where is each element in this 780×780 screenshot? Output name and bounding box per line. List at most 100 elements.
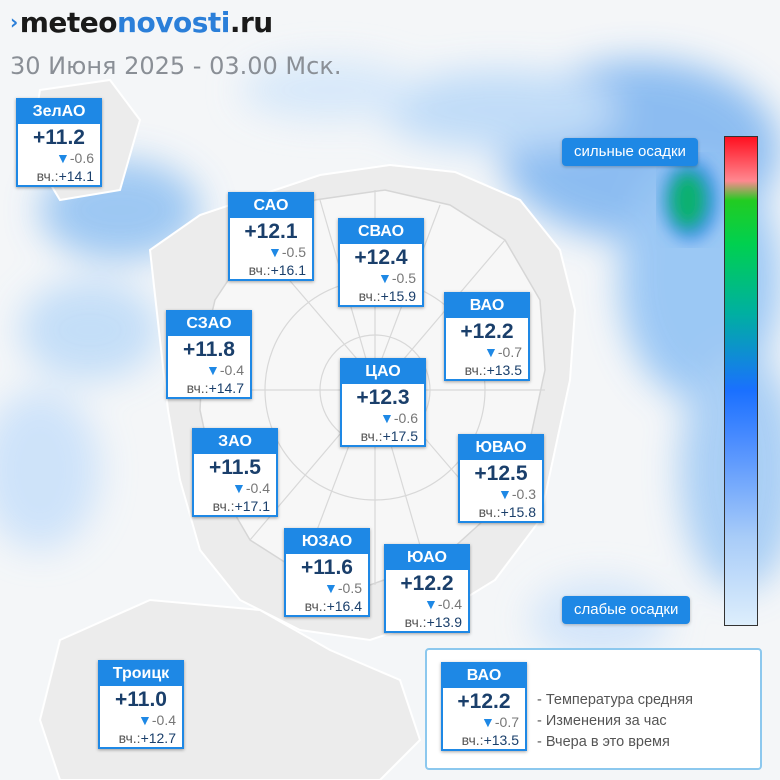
down-triangle-icon: ▼ [481,714,495,730]
legend-line-delta: - Изменения за час [537,713,667,729]
legend-box: ВАО +12.2 ▼-0.7 вч.:+13.5 - Температура … [425,648,762,770]
district-card-yuao: ЮАО +12.2 ▼-0.4 вч.:+13.9 [384,544,470,633]
district-delta: ▼-0.5 [230,244,312,261]
district-delta: ▼-0.4 [386,596,468,613]
district-delta-value: -0.7 [497,344,522,360]
legend-sample-card: ВАО +12.2 ▼-0.7 вч.:+13.5 [441,662,527,751]
down-triangle-icon: ▼ [206,362,220,378]
district-name: ЮВАО [460,436,542,460]
yesterday-label: вч.: [248,262,271,278]
down-triangle-icon: ▼ [484,344,498,360]
scale-label-light: слабые осадки [562,596,691,624]
district-yesterday: вч.:+14.1 [18,167,100,185]
district-delta: ▼-0.7 [446,344,528,361]
yesterday-value: +12.7 [140,730,176,746]
district-temp: +12.2 [400,572,454,595]
district-delta: ▼-0.6 [342,410,424,427]
district-delta: ▼-0.5 [340,270,422,287]
district-name: ЦАО [342,360,424,384]
yesterday-label: вч.: [461,732,484,748]
district-card-sao: САО +12.1 ▼-0.5 вч.:+16.1 [228,192,314,281]
district-delta: ▼-0.4 [194,480,276,497]
district-delta-value: -0.5 [391,270,416,286]
down-triangle-icon: ▼ [498,486,512,502]
yesterday-label: вч.: [360,428,383,444]
district-card-zao: ЗАО +11.5 ▼-0.4 вч.:+17.1 [192,428,278,517]
district-card-yuzao: ЮЗАО +11.6 ▼-0.5 вч.:+16.4 [284,528,370,617]
down-triangle-icon: ▼ [380,410,394,426]
brand-text-part3: .ru [229,6,273,39]
district-temp: +12.1 [244,220,298,243]
district-name: ВАО [443,664,525,688]
district-delta: ▼-0.4 [168,362,250,379]
district-yesterday: вч.:+17.1 [194,497,276,515]
brand-text-part1: meteo [19,6,118,39]
district-name: СЗАО [168,312,250,336]
district-delta-value: -0.5 [337,580,362,596]
district-delta-value: -0.4 [245,480,270,496]
yesterday-label: вч.: [36,168,59,184]
district-card-tsao: ЦАО +12.3 ▼-0.6 вч.:+17.5 [340,358,426,447]
yesterday-value: +16.4 [326,598,362,614]
district-temp: +11.8 [183,338,235,361]
district-delta-value: -0.6 [69,150,94,166]
district-yesterday: вч.:+15.9 [340,287,422,305]
district-delta-value: -0.3 [511,486,536,502]
district-name: ЮАО [386,546,468,570]
yesterday-value: +17.1 [234,498,270,514]
district-temp: +12.4 [354,246,408,269]
yesterday-label: вч.: [478,504,501,520]
district-card-zelao: ЗелАО +11.2 ▼-0.6 вч.:+14.1 [16,98,102,187]
district-card-vao: ВАО +12.2 ▼-0.7 вч.:+13.5 [444,292,530,381]
district-yesterday: вч.:+13.9 [386,613,468,631]
district-name: САО [230,194,312,218]
yesterday-value: +13.5 [486,362,522,378]
district-delta-value: -0.4 [437,596,462,612]
yesterday-value: +17.5 [382,428,418,444]
scale-label-heavy: сильные осадки [562,138,698,166]
district-yesterday: вч.:+16.1 [230,261,312,279]
legend-line-temp: - Температура средняя [537,692,693,708]
legend-line-yesterday: - Вчера в это время [537,734,670,750]
district-name: ЗАО [194,430,276,454]
district-delta: ▼-0.4 [100,712,182,729]
district-delta-value: -0.5 [281,244,306,260]
yesterday-value: +15.8 [500,504,536,520]
district-name: ЗелАО [18,100,100,124]
yesterday-label: вч.: [358,288,381,304]
district-name: ЮЗАО [286,530,368,554]
down-triangle-icon: ▼ [324,580,338,596]
yesterday-value: +16.1 [270,262,306,278]
district-delta: ▼-0.7 [443,714,525,731]
district-name: Троицк [100,662,182,686]
district-delta-value: -0.4 [151,712,176,728]
yesterday-label: вч.: [212,498,235,514]
yesterday-label: вч.: [464,362,487,378]
yesterday-value: +13.9 [426,614,462,630]
down-triangle-icon: ▼ [424,596,438,612]
legend-descriptions: - Температура средняя - Изменения за час… [537,690,693,753]
district-temp: +11.5 [209,456,261,479]
precipitation-scale-bar [724,136,758,626]
yesterday-value: +15.9 [380,288,416,304]
down-triangle-icon: ▼ [268,244,282,260]
district-delta: ▼-0.5 [286,580,368,597]
yesterday-label: вч.: [404,614,427,630]
district-delta: ▼-0.6 [18,150,100,167]
district-name: ВАО [446,294,528,318]
district-temp: +12.2 [457,690,511,713]
down-triangle-icon: ▼ [56,150,70,166]
yesterday-label: вч.: [118,730,141,746]
district-delta-value: -0.4 [219,362,244,378]
district-delta: ▼-0.3 [460,486,542,503]
down-triangle-icon: ▼ [138,712,152,728]
yesterday-label: вч.: [304,598,327,614]
district-delta-value: -0.6 [393,410,418,426]
district-temp: +11.6 [301,556,353,579]
yesterday-label: вч.: [186,380,209,396]
district-yesterday: вч.:+13.5 [446,361,528,379]
district-temp: +12.5 [474,462,528,485]
district-temp: +11.0 [115,688,167,711]
brand-logo: ›meteonovosti.ru [10,6,273,39]
district-temp: +12.2 [460,320,514,343]
